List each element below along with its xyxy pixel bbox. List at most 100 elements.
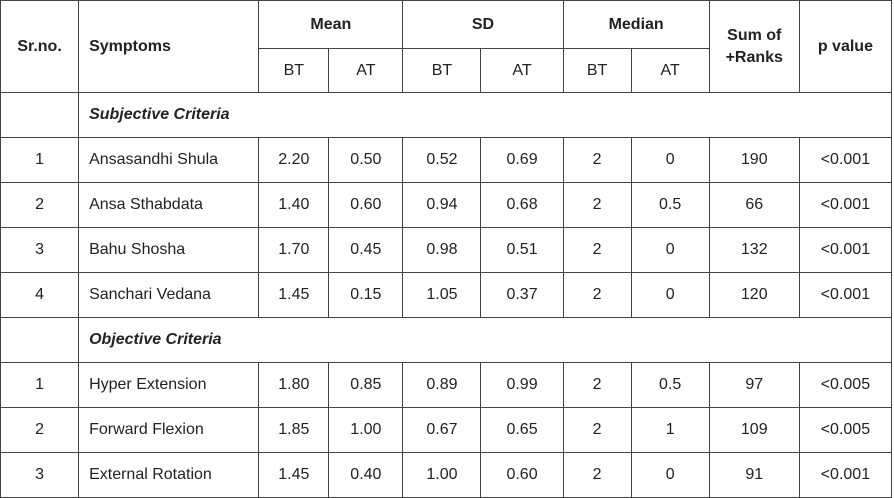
cell: 0.99 — [480, 362, 564, 408]
header-row: Sr.no. Symptoms Mean SD Median Sum of +Ranks p … — [0, 0, 893, 93]
cell: 0.68 — [480, 182, 564, 228]
header-row: BT AT BT AT BT AT — [1, 48, 892, 93]
cell: 2 — [562, 272, 632, 318]
cell: 1 — [0, 362, 80, 408]
cell: 1 — [630, 407, 710, 453]
cell: Forward Flexion — [78, 407, 260, 453]
data-row: 4 Sanchari Vedana 1.45 0.15 1.05 0.37 2 0 120 <0.… — [0, 272, 893, 318]
data-row: 1 Hyper Extension 1.80 0.85 0.89 0.99 2 0.5 97 <0… — [0, 362, 893, 408]
data-row: 3 Bahu Shosha 1.70 0.45 0.98 0.51 2 0 132 <0.001 — [0, 227, 893, 273]
cell: 132 — [708, 227, 800, 273]
cell: <0.001 — [798, 272, 893, 318]
header-cell: Symptoms — [78, 0, 260, 93]
cell: 2 — [0, 182, 80, 228]
cell: 0.94 — [402, 182, 482, 228]
header-cell: p value — [798, 0, 893, 93]
cell: 1.05 — [402, 272, 482, 318]
cell: 109 — [708, 407, 800, 453]
cell: <0.005 — [798, 407, 893, 453]
cell: 0 — [630, 452, 710, 498]
cell: Hyper Extension — [78, 362, 260, 408]
cell: 0.50 — [328, 137, 404, 183]
header-subcell: AT — [480, 48, 564, 93]
cell: 1.00 — [402, 452, 482, 498]
cell: 1.85 — [258, 407, 330, 453]
cell: 0.37 — [480, 272, 564, 318]
cell: 3 — [0, 227, 80, 273]
cell: 0.60 — [328, 182, 404, 228]
data-row: 2 Ansa Sthabdata 1.40 0.60 0.94 0.68 2 0.5 66 <0.… — [0, 182, 893, 228]
header-subcell: BT — [562, 48, 632, 93]
empty-cell — [0, 92, 80, 138]
cell: 0.65 — [480, 407, 564, 453]
cell: 3 — [0, 452, 80, 498]
empty-cell — [0, 317, 80, 363]
header-cell: Sr.no. — [0, 0, 80, 93]
cell: 0.51 — [480, 227, 564, 273]
header-subcell: BT — [402, 48, 482, 93]
cell: Sanchari Vedana — [78, 272, 260, 318]
cell: 0.85 — [328, 362, 404, 408]
cell: 2 — [562, 362, 632, 408]
cell: 2 — [0, 407, 80, 453]
cell: 0.52 — [402, 137, 482, 183]
cell: External Rotation — [78, 452, 260, 498]
cell: 190 — [708, 137, 800, 183]
cell: 0.45 — [328, 227, 404, 273]
cell: 0 — [630, 227, 710, 273]
header-line: +Ranks — [725, 48, 783, 66]
data-row: 3 External Rotation 1.45 0.40 1.00 0.60 2 0 91 <0… — [0, 452, 893, 498]
section-title: Subjective Criteria — [78, 92, 892, 138]
cell: 4 — [0, 272, 80, 318]
cell: 1.00 — [328, 407, 404, 453]
header-line: Sum of — [727, 26, 782, 44]
cell: 0.5 — [630, 182, 710, 228]
cell: <0.001 — [798, 227, 893, 273]
cell: 120 — [708, 272, 800, 318]
header-group: Mean — [258, 0, 404, 49]
cell: <0.001 — [798, 137, 893, 183]
cell: 0.67 — [402, 407, 482, 453]
data-row: 2 Forward Flexion 1.85 1.00 0.67 0.65 2 1 109 <0.… — [0, 407, 893, 453]
cell: 66 — [708, 182, 800, 228]
cell: 0 — [630, 137, 710, 183]
cell: 0.89 — [402, 362, 482, 408]
cell: 2 — [562, 407, 632, 453]
header-subcell: AT — [328, 48, 404, 93]
cell: 2 — [562, 137, 632, 183]
cell: 1.40 — [258, 182, 330, 228]
cell: Ansasandhi Shula — [78, 137, 260, 183]
cell: 1.45 — [258, 452, 330, 498]
section-row: Objective Criteria — [0, 317, 892, 363]
header-subcell: BT — [258, 48, 330, 93]
cell: 2 — [562, 452, 632, 498]
cell: <0.001 — [798, 452, 893, 498]
section-title: Objective Criteria — [78, 317, 892, 363]
section-row: Subjective Criteria — [0, 92, 892, 138]
header-group: Median — [562, 0, 710, 49]
cell: 1 — [0, 137, 80, 183]
cell: Bahu Shosha — [78, 227, 260, 273]
cell: 97 — [708, 362, 800, 408]
cell: 0.69 — [480, 137, 564, 183]
cell: 1.45 — [258, 272, 330, 318]
cell: 0.5 — [630, 362, 710, 408]
cell: <0.001 — [798, 182, 893, 228]
cell: 0.40 — [328, 452, 404, 498]
cell: <0.005 — [798, 362, 893, 408]
header-subcell: AT — [630, 48, 710, 93]
cell: 0.15 — [328, 272, 404, 318]
cell: 91 — [708, 452, 800, 498]
cell: 1.70 — [258, 227, 330, 273]
cell: 0 — [630, 272, 710, 318]
cell: 2 — [562, 182, 632, 228]
header-cell: Sum of +Ranks — [708, 0, 800, 93]
cell: 0.98 — [402, 227, 482, 273]
cell: Ansa Sthabdata — [78, 182, 260, 228]
cell: 0.60 — [480, 452, 564, 498]
header-group: SD — [402, 0, 564, 49]
cell: 1.80 — [258, 362, 330, 408]
